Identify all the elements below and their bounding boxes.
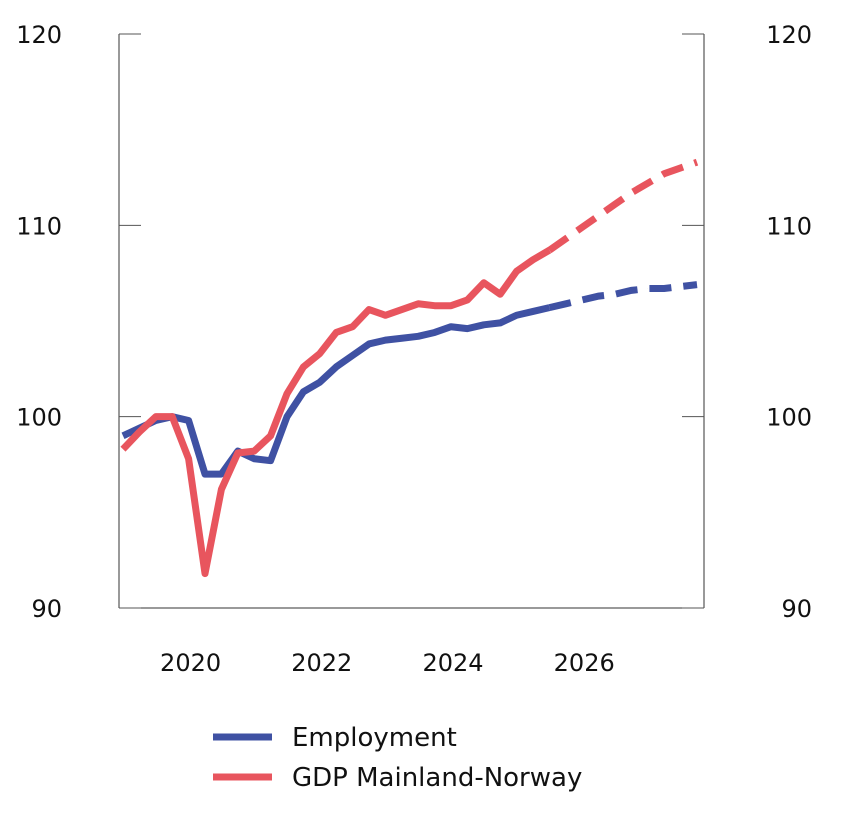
y-tick-label-right: 100 xyxy=(766,404,812,432)
legend-label: GDP Mainland-Norway xyxy=(292,763,582,793)
x-tick-label: 2020 xyxy=(160,649,221,677)
y-tick-label-right: 110 xyxy=(766,212,812,240)
series-line-forecast xyxy=(547,158,699,254)
y-tick-label-left: 110 xyxy=(16,212,62,240)
x-tick-label: 2022 xyxy=(291,649,352,677)
y-tick-label-left: 120 xyxy=(16,21,62,49)
y-tick-label-right: 90 xyxy=(781,595,812,623)
series-1 xyxy=(120,158,699,578)
x-tick-label: 2026 xyxy=(554,649,615,677)
y-tick-label-left: 100 xyxy=(16,404,62,432)
series-0 xyxy=(121,281,698,478)
x-tick-label: 2024 xyxy=(422,649,483,677)
series-line-actual xyxy=(120,247,552,578)
series-line-forecast xyxy=(548,281,698,312)
legend-label: Employment xyxy=(292,723,457,753)
y-tick-label-right: 120 xyxy=(766,21,812,49)
y-tick-label-left: 90 xyxy=(31,595,62,623)
